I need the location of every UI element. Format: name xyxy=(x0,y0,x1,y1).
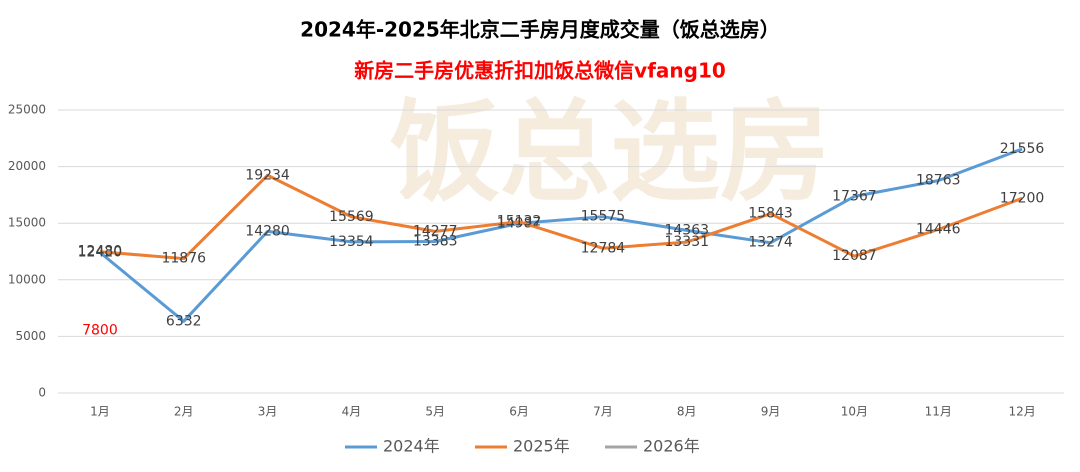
x-tick-label: 3月 xyxy=(258,405,278,419)
x-tick-label: 6月 xyxy=(509,405,529,419)
data-label: 14363 xyxy=(664,222,709,238)
x-tick-label: 2月 xyxy=(174,405,194,419)
data-label: 12784 xyxy=(581,240,626,256)
x-tick-label: 9月 xyxy=(761,405,781,419)
x-tick-label: 12月 xyxy=(1008,405,1035,419)
data-label: 13383 xyxy=(413,234,458,250)
y-tick-label: 20000 xyxy=(8,159,46,173)
data-label: 12087 xyxy=(832,248,877,264)
chart-title: 2024年-2025年北京二手房月度成交量（饭总选房） xyxy=(300,18,780,42)
data-label: 14446 xyxy=(916,221,961,237)
data-label: 14277 xyxy=(413,223,458,239)
data-label: 14280 xyxy=(245,223,290,239)
data-label: 11876 xyxy=(161,251,206,267)
watermark: 饭总选房 xyxy=(390,88,830,216)
series-line xyxy=(99,173,1023,261)
data-label: 14987 xyxy=(497,215,542,231)
data-label: 19234 xyxy=(245,167,290,183)
x-tick-label: 11月 xyxy=(925,405,952,419)
x-tick-label: 8月 xyxy=(677,405,697,419)
y-tick-label: 0 xyxy=(38,386,46,400)
y-tick-label: 10000 xyxy=(8,272,46,286)
x-tick-label: 1月 xyxy=(90,405,110,419)
data-label: 13354 xyxy=(329,234,374,250)
series-line xyxy=(98,147,1023,323)
y-tick-label: 15000 xyxy=(8,216,46,230)
data-label: 15843 xyxy=(748,206,793,222)
x-tick-label: 5月 xyxy=(425,405,445,419)
data-label: 21556 xyxy=(1000,141,1045,157)
x-tick-label: 4月 xyxy=(342,405,362,419)
legend-label: 2026年 xyxy=(643,437,700,456)
data-label: 17367 xyxy=(832,188,877,204)
legend-label: 2024年 xyxy=(383,437,440,456)
data-label: 18763 xyxy=(916,173,961,189)
x-tick-label: 7月 xyxy=(593,405,613,419)
data-label: 13274 xyxy=(748,235,793,251)
data-label: 17200 xyxy=(1000,190,1045,206)
data-label: 15569 xyxy=(329,209,374,225)
legend-label: 2025年 xyxy=(513,437,570,456)
y-tick-label: 25000 xyxy=(8,103,46,117)
x-tick-label: 10月 xyxy=(841,405,868,419)
data-label: 7800 xyxy=(82,323,118,339)
chart-subtitle: 新房二手房优惠折扣加饭总微信vfang10 xyxy=(354,59,726,83)
data-label: 6332 xyxy=(166,313,202,329)
data-label: 12480 xyxy=(78,244,123,260)
data-label: 15132 xyxy=(497,214,542,230)
data-label: 13331 xyxy=(664,234,709,250)
data-label: 15575 xyxy=(581,209,626,225)
y-tick-label: 5000 xyxy=(15,329,46,343)
